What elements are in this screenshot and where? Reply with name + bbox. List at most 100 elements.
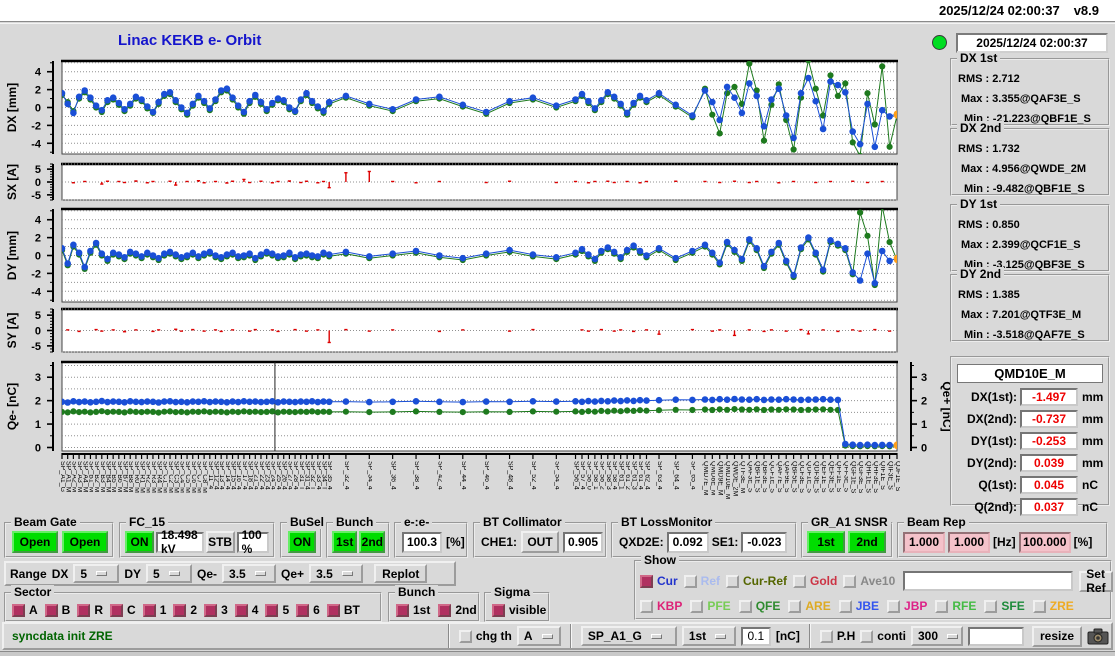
sector-item-b: B <box>44 603 70 617</box>
show-checkbox-ref[interactable] <box>683 574 697 588</box>
sector-checkbox-c[interactable] <box>110 603 124 617</box>
range-dy-select[interactable]: 5 <box>146 564 193 583</box>
x-axis-label: SP_34_T <box>320 461 327 491</box>
show-item-cur-ref: Cur-Ref <box>726 574 787 588</box>
ref-name-input[interactable] <box>903 571 1074 591</box>
fc15-stb-button[interactable]: STB <box>205 531 235 553</box>
separator <box>447 624 450 648</box>
fc15-on-button[interactable]: ON <box>125 531 154 553</box>
status-bar: syncdata init ZRE chg th A SP_A1_G 1st 0… <box>2 622 1113 650</box>
svg-text:0: 0 <box>35 442 41 454</box>
qxd2e-value-field[interactable]: 0.092 <box>666 531 709 553</box>
threshold-select[interactable]: A <box>516 626 561 646</box>
sector-checkbox-1[interactable] <box>142 603 156 617</box>
busel-on-button[interactable]: ON <box>288 531 316 553</box>
sector-checkbox-b[interactable] <box>44 603 58 617</box>
beam-gate-open-1-button[interactable]: Open <box>12 531 58 553</box>
replot-button[interactable]: Replot <box>374 564 428 583</box>
beam-gate-group: Beam Gate Open Open <box>4 515 114 558</box>
show-checkbox-cur[interactable] <box>640 574 653 588</box>
svg-text:2: 2 <box>35 233 41 245</box>
x-axis-label: QCF3E_S <box>798 461 804 493</box>
threshold-value-field[interactable]: 0.1 <box>740 626 771 646</box>
bunch-1st-button[interactable]: 1st <box>332 531 358 553</box>
show-checkbox-sfe[interactable] <box>984 599 998 613</box>
option-indicator-icon <box>254 571 266 576</box>
x-axis-label: SP_27_4 <box>286 461 293 490</box>
se1-value-field[interactable]: -0.023 <box>741 531 788 553</box>
che1-state-button[interactable]: OUT <box>521 531 560 553</box>
sector-checkbox-5[interactable] <box>265 603 279 617</box>
ph-checkbox[interactable] <box>819 629 833 643</box>
chg-th-checkbox[interactable] <box>458 629 472 643</box>
bunch-select[interactable]: 1st <box>681 626 736 646</box>
bunch-2nd-button[interactable]: 2nd <box>359 531 386 553</box>
bunch-select-checkbox-2nd[interactable] <box>438 603 452 617</box>
show-label: SFE <box>1001 599 1025 613</box>
svg-text:SY [A]: SY [A] <box>5 313 19 349</box>
sigma-checkbox-visible[interactable] <box>492 603 505 617</box>
show-checkbox-cur-ref[interactable] <box>726 574 740 588</box>
x-axis-label: SP_B7_M <box>121 461 128 493</box>
show-checkbox-are[interactable] <box>788 599 802 613</box>
x-axis-label: QFF1E_S <box>834 461 841 493</box>
ee-ratio-group: e-:e- 100.3 [%] <box>394 515 468 558</box>
beam-gate-open-2-button[interactable]: Open <box>62 531 108 553</box>
x-axis-label: SP_28_4 <box>292 461 299 490</box>
sector-checkbox-bt[interactable] <box>326 603 340 617</box>
sp-select[interactable]: SP_A1_G <box>580 626 677 646</box>
sector-checkbox-3[interactable] <box>204 603 218 617</box>
fc15-kv-field[interactable]: 18.498 kV <box>156 528 204 556</box>
x-axis-label: SP_B5_M <box>110 461 117 493</box>
range-dx-select[interactable]: 5 <box>73 564 120 583</box>
ee-ratio-field[interactable]: 100.3 <box>402 531 443 553</box>
snsr-1st-button[interactable]: 1st <box>807 531 845 553</box>
sector-checkbox-2[interactable] <box>173 603 187 617</box>
snsr-2nd-button[interactable]: 2nd <box>848 531 886 553</box>
main-panel: Linac KEKB e- Orbit 2025/12/24 02:00:37 … <box>0 23 1115 656</box>
monitor-row-unit: mm <box>1082 455 1104 470</box>
show-checkbox-kbp[interactable] <box>640 599 653 613</box>
range-qem-select[interactable]: 3.5 <box>222 564 277 583</box>
sector-checkbox-a[interactable] <box>12 603 25 617</box>
x-axis-labels: SP_A1_G SP_A1_M SP_A2_M SP_A3_M SP_A4_M SP_B1… <box>0 460 1115 516</box>
show-checkbox-zre[interactable] <box>1032 599 1046 613</box>
sector-checkbox-4[interactable] <box>234 603 248 617</box>
range-qep-select[interactable]: 3.5 <box>309 564 364 583</box>
camera-icon[interactable] <box>1085 625 1111 647</box>
show-item-sfe: SFE <box>984 599 1025 613</box>
sector-group: Sector A B R C 1 2 3 4 5 6 BT <box>4 585 382 622</box>
plot-dy: 4 2 0 -2 -4 DY [mm] <box>5 207 898 303</box>
x-axis-label: SP_46_4 <box>483 461 490 490</box>
sector-item-6: 6 <box>296 603 320 617</box>
stat-row: Min : -3.518@QAF7E_S <box>964 329 1085 341</box>
x-axis-label: SP_61_4 <box>637 461 643 490</box>
show-label: PFE <box>707 599 731 613</box>
show-checkbox-qfe[interactable] <box>738 599 752 613</box>
conti-label: conti <box>877 629 906 643</box>
conti-checkbox[interactable] <box>860 629 874 643</box>
bunch-select-checkbox-1st[interactable] <box>396 603 409 617</box>
show-group: Show Cur Ref Cur-Ref Gold Ave10 Set Ref KBP P… <box>634 553 1113 620</box>
show-checkbox-gold[interactable] <box>793 574 807 588</box>
extra-input[interactable] <box>967 626 1024 646</box>
se1-label: SE1: <box>711 535 739 549</box>
bunch-group: Bunch 1st 2nd <box>326 515 390 558</box>
che1-value-field[interactable]: 0.905 <box>563 531 604 553</box>
x-axis-label: SP_23_4 <box>263 461 270 490</box>
fc15-percent-field[interactable]: 100 % <box>236 528 269 556</box>
sector-checkbox-6[interactable] <box>296 603 310 617</box>
show-checkbox-rfe[interactable] <box>935 599 949 613</box>
resize-button[interactable]: resize <box>1031 625 1082 647</box>
show-checkbox-jbp[interactable] <box>887 599 901 613</box>
points-select[interactable]: 300 <box>910 626 963 646</box>
show-checkbox-jbe[interactable] <box>838 599 852 613</box>
show-checkbox-ave10[interactable] <box>843 574 857 588</box>
x-axis-label: QDF3E_S <box>812 461 819 493</box>
range-dx-label: DX <box>51 566 69 581</box>
show-item-qfe: QFE <box>738 599 780 613</box>
sector-checkbox-r[interactable] <box>77 603 91 617</box>
set-ref-button[interactable]: Set Ref <box>1079 567 1113 595</box>
show-checkbox-pfe[interactable] <box>690 599 704 613</box>
